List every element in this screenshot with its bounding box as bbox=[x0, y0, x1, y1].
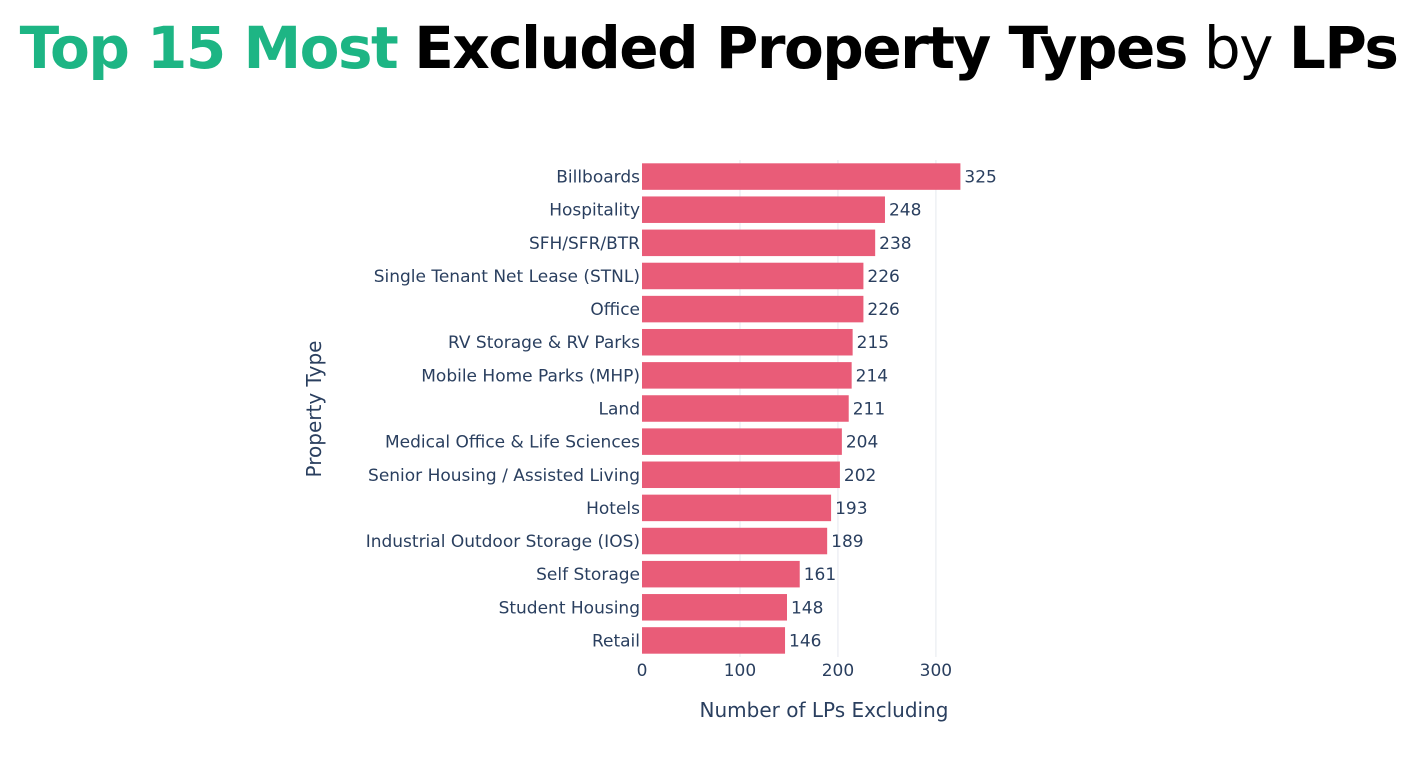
bar bbox=[642, 428, 842, 455]
x-tick-label: 100 bbox=[724, 661, 756, 681]
bar bbox=[642, 560, 800, 588]
bars bbox=[642, 163, 961, 654]
data-label: 214 bbox=[856, 366, 888, 386]
title-part-3: by bbox=[1203, 14, 1274, 82]
y-tick-label: SFH/SFR/BTR bbox=[529, 234, 640, 254]
y-tick-label: Medical Office & Life Sciences bbox=[385, 433, 640, 453]
bar bbox=[642, 494, 832, 522]
x-tick-label: 0 bbox=[637, 661, 648, 681]
data-label: 189 bbox=[831, 532, 863, 552]
data-label: 226 bbox=[867, 267, 899, 287]
data-label: 146 bbox=[789, 631, 821, 651]
data-label: 193 bbox=[835, 499, 867, 519]
bar bbox=[642, 362, 852, 389]
y-tick-label: Office bbox=[590, 300, 640, 320]
data-label: 148 bbox=[791, 598, 823, 618]
bar bbox=[642, 461, 840, 489]
bar bbox=[642, 328, 853, 356]
bar bbox=[642, 627, 786, 654]
bar bbox=[642, 395, 849, 422]
data-label: 215 bbox=[857, 333, 889, 353]
data-label: 226 bbox=[867, 300, 899, 320]
chart-title: Top 15 Most Excluded Property Types by L… bbox=[0, 14, 1417, 82]
y-tick-label: Billboards bbox=[556, 168, 640, 188]
y-tick-label: Industrial Outdoor Storage (IOS) bbox=[366, 532, 640, 552]
x-tick-label: 300 bbox=[920, 661, 952, 681]
y-tick-label: Self Storage bbox=[536, 565, 640, 585]
y-axis-title: Property Type bbox=[302, 341, 326, 478]
y-tick-label: Hospitality bbox=[549, 201, 640, 221]
bar bbox=[642, 527, 828, 555]
bar bbox=[642, 163, 961, 190]
bar bbox=[642, 594, 787, 621]
title-part-2: Excluded Property Types bbox=[414, 14, 1188, 82]
data-label: 211 bbox=[853, 400, 885, 420]
y-tick-label: Single Tenant Net Lease (STNL) bbox=[374, 267, 640, 287]
data-label: 248 bbox=[889, 201, 921, 221]
data-label: 238 bbox=[879, 234, 911, 254]
y-tick-label: Senior Housing / Assisted Living bbox=[368, 466, 640, 486]
data-label: 325 bbox=[964, 168, 996, 188]
title-part-1: Top 15 Most bbox=[19, 14, 399, 82]
y-tick-label: Land bbox=[599, 400, 640, 420]
y-tick-label: Hotels bbox=[586, 499, 640, 519]
data-label: 204 bbox=[846, 433, 878, 453]
bar bbox=[642, 229, 876, 257]
bar bbox=[642, 262, 864, 290]
bar bbox=[642, 196, 885, 223]
y-tick-label: Mobile Home Parks (MHP) bbox=[421, 366, 640, 386]
x-axis-title: Number of LPs Excluding bbox=[700, 698, 949, 722]
x-tick-label: 200 bbox=[822, 661, 854, 681]
title-part-4: LPs bbox=[1288, 14, 1399, 82]
y-tick-label: Retail bbox=[592, 631, 640, 651]
labels: 0 100 200 300 Billboards 325 Hospitality 248 SFH… bbox=[366, 168, 997, 681]
y-tick-label: RV Storage & RV Parks bbox=[448, 333, 640, 353]
data-label: 161 bbox=[804, 565, 836, 585]
data-label: 202 bbox=[844, 466, 876, 486]
y-tick-label: Student Housing bbox=[499, 598, 640, 618]
bar bbox=[642, 295, 864, 323]
